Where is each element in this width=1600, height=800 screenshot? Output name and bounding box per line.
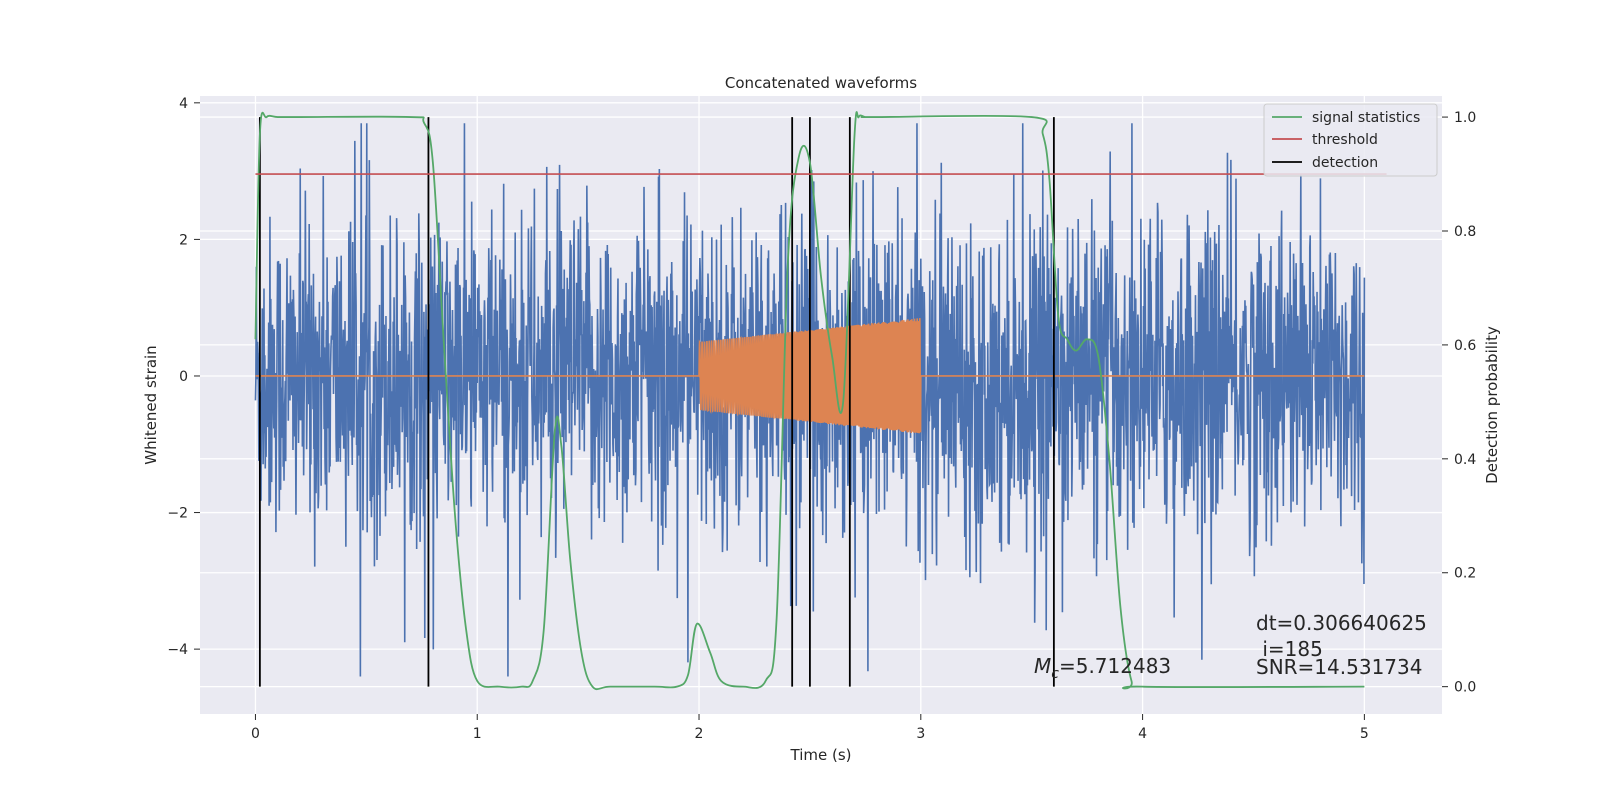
- signal-statistics-line: [254, 111, 1365, 691]
- y-tick-label: 0: [179, 369, 188, 385]
- y-axis-label: Whitened strain: [142, 345, 160, 464]
- x-tick-label: 5: [1360, 726, 1369, 742]
- signal-statistics-series: [254, 111, 1365, 691]
- snr-annotation: SNR=14.531734: [1256, 655, 1422, 679]
- legend-label-threshold: threshold: [1312, 132, 1378, 148]
- axis-ticks: 0 1 2 3 4 5 −4 −2 0 2 4 0.0 0.2 0.4 0.6 0.8 1.0: [167, 96, 1476, 742]
- chart-title: Concatenated waveforms: [725, 74, 917, 92]
- y-tick-label: −2: [167, 506, 188, 522]
- x-tick-label: 0: [251, 726, 260, 742]
- x-tick-label: 2: [695, 726, 704, 742]
- x-tick-label: 4: [1138, 726, 1147, 742]
- mc-value: =5.712483: [1059, 654, 1171, 678]
- y2-tick-label: 0.2: [1454, 566, 1476, 582]
- y2-axis-label: Detection probability: [1483, 326, 1501, 484]
- y2-tick-label: 0.4: [1454, 452, 1476, 468]
- mc-subscript: c: [1051, 666, 1059, 682]
- y2-tick-label: 0.6: [1454, 338, 1476, 354]
- i-annotation: i=185: [1256, 637, 1323, 661]
- detection-lines: [258, 117, 1055, 687]
- x-tick-label: 1: [473, 726, 482, 742]
- legend-label-detection: detection: [1312, 155, 1378, 171]
- dt-annotation: dt=0.306640625: [1256, 611, 1427, 635]
- y2-tick-label: 0.0: [1454, 680, 1476, 696]
- legend: signal statistics threshold detection: [1263, 103, 1438, 177]
- legend-box: [1263, 103, 1438, 177]
- y-tick-label: −4: [167, 642, 188, 658]
- legend-label-signal-statistics: signal statistics: [1312, 110, 1420, 126]
- x-axis-label: Time (s): [790, 746, 852, 764]
- y2-tick-label: 1.0: [1454, 110, 1476, 126]
- mc-symbol: M: [1034, 654, 1051, 678]
- annotations: Mc=5.712483 dt=0.306640625 i=185 SNR=14.…: [1034, 611, 1427, 682]
- x-tick-label: 3: [916, 726, 925, 742]
- y2-tick-label: 0.8: [1454, 224, 1476, 240]
- y-tick-label: 4: [179, 96, 188, 112]
- y-tick-label: 2: [179, 232, 188, 248]
- mc-annotation: Mc=5.712483: [1034, 654, 1171, 682]
